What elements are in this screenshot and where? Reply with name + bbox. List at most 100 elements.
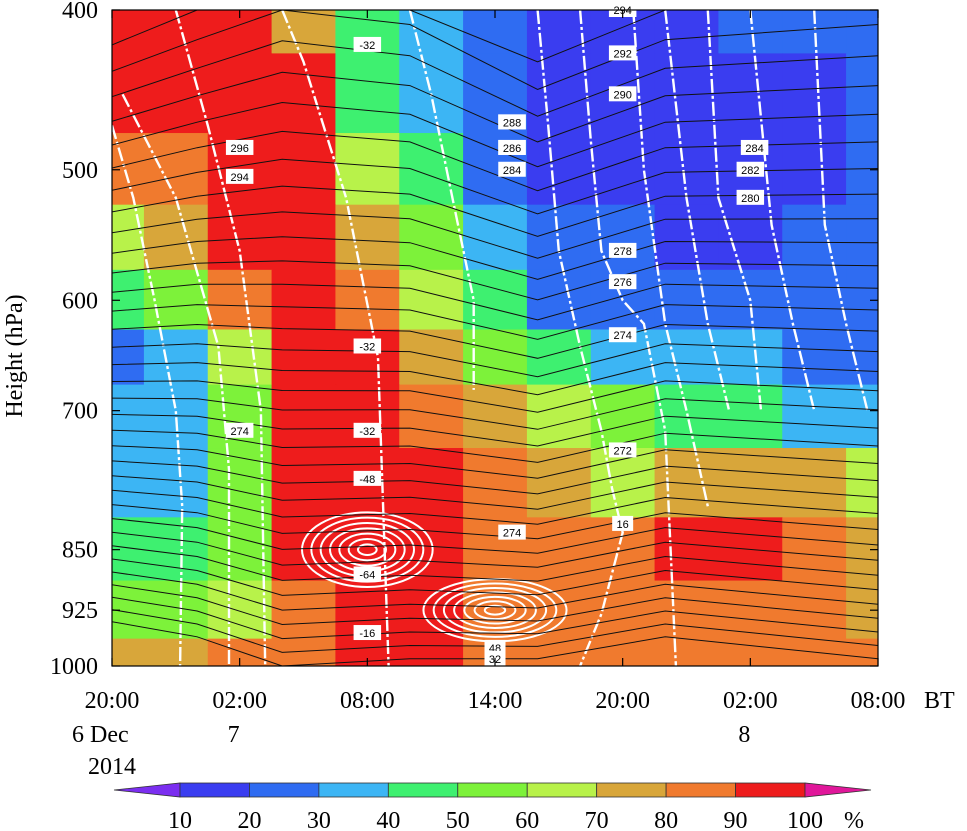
y-axis-label: Height (hPa) <box>2 294 28 417</box>
humidity-cell <box>654 580 720 640</box>
omega-ring <box>301 511 434 588</box>
colorbar-swatch <box>387 782 459 798</box>
isentrope-line <box>121 93 231 666</box>
omega-line <box>112 571 878 611</box>
colorbar-tick-label: 10 <box>168 808 192 831</box>
colorbar-tick-label: 20 <box>237 808 261 831</box>
contour-label: 290 <box>613 89 631 101</box>
humidity-cell <box>846 329 878 386</box>
omega-line <box>112 413 878 447</box>
colorbar-tick-label: 30 <box>307 808 331 831</box>
contour-label-box <box>736 161 765 177</box>
isentrope-line <box>706 10 763 411</box>
isentrope-line <box>664 10 731 411</box>
contour-label: -48 <box>359 474 375 486</box>
y-tick-label: 600 <box>62 288 98 314</box>
humidity-cell <box>718 384 783 449</box>
contour-label: 274 <box>613 330 631 342</box>
isentrope-line <box>578 10 678 666</box>
omega-ring <box>442 586 548 634</box>
humidity-cell <box>143 10 209 55</box>
omega-line <box>112 504 878 540</box>
humidity-cell <box>654 448 720 518</box>
contour-label: -32 <box>359 40 375 52</box>
humidity-cell <box>143 517 209 582</box>
omega-line <box>112 260 878 301</box>
contour-labels: 294 292 290 288 286 284 282 280 278 276 274 272 296 2… <box>225 2 769 666</box>
colorbar-swatch <box>249 782 320 798</box>
contour-label-box <box>608 242 637 258</box>
omega-ring <box>357 543 378 556</box>
contour-label-box <box>736 189 765 205</box>
humidity-cell <box>335 53 400 134</box>
humidity-cell <box>782 517 847 582</box>
contour-label: 278 <box>613 246 631 258</box>
omega-line <box>112 531 878 568</box>
contour-label: 284 <box>745 143 763 155</box>
contour-label: 16 <box>617 519 629 531</box>
contour-label-box <box>225 422 254 438</box>
omega-line <box>112 236 878 280</box>
omega-line <box>112 621 878 666</box>
humidity-cell <box>207 269 273 331</box>
colorbar-swatch <box>457 782 528 798</box>
humidity-cell <box>782 53 847 134</box>
humidity-cell <box>399 638 464 666</box>
contour-label-box <box>225 139 254 155</box>
colorbar-swatch <box>526 782 598 798</box>
omega-line <box>112 397 878 430</box>
humidity-cell <box>143 204 209 271</box>
contour-label: 292 <box>613 48 631 60</box>
contour-label: -16 <box>359 628 375 640</box>
x-tick-day: 6 Dec <box>72 722 129 748</box>
omega-ring <box>432 582 558 638</box>
omega-line <box>112 584 878 626</box>
humidity-cell <box>846 384 878 449</box>
colorbar-swatch <box>735 782 806 798</box>
omega-line <box>112 323 878 359</box>
isentrope-line <box>408 10 475 390</box>
contour-label-box <box>608 327 637 343</box>
humidity-cell <box>846 448 878 518</box>
contour-label: 276 <box>613 277 631 289</box>
y-tick-label: 400 <box>62 0 98 24</box>
omega-line <box>112 185 878 237</box>
contour-label: -64 <box>359 569 375 581</box>
humidity-cell <box>846 204 878 271</box>
humidity-cell <box>654 329 720 386</box>
contour-label-box <box>353 422 382 438</box>
axes: 400 500 600 700 850 925 1000 20:00 6 Dec 2014 02:0… <box>50 0 905 780</box>
contour-label: 274 <box>230 426 248 438</box>
omega-line <box>112 101 878 168</box>
humidity-cell <box>335 329 400 386</box>
omega-line <box>112 489 878 525</box>
humidity-cell <box>654 517 720 582</box>
omega-line <box>112 130 878 192</box>
omega-line <box>112 609 878 653</box>
humidity-cell <box>399 133 464 206</box>
humidity-cell <box>590 448 656 518</box>
contour-label-box <box>353 566 382 582</box>
contour-label-box <box>353 470 382 486</box>
humidity-cell <box>718 448 783 518</box>
colorbar-tick-label: 60 <box>515 808 539 831</box>
humidity-cell <box>143 133 209 206</box>
humidity-cell <box>112 329 145 386</box>
y-tick-label: 925 <box>62 598 98 624</box>
colorbar: 10 20 30 40 50 60 70 80 90 100 <box>113 782 872 831</box>
contour-label-box <box>608 274 637 290</box>
humidity-cell <box>112 204 145 271</box>
humidity-cell <box>526 204 592 271</box>
colorbar-swatch <box>179 782 250 798</box>
x-tick-day: 8 <box>738 722 750 748</box>
omega-line <box>112 304 878 340</box>
omega-ring <box>338 532 397 567</box>
colorbar-tick-label: 50 <box>446 808 470 831</box>
humidity-cell <box>782 384 847 449</box>
y-tick-label: 850 <box>62 538 98 564</box>
humidity-cell <box>335 204 400 271</box>
isentrope-line <box>813 10 869 411</box>
x-tick-year: 2014 <box>88 754 136 780</box>
contour-label-box <box>498 114 526 130</box>
